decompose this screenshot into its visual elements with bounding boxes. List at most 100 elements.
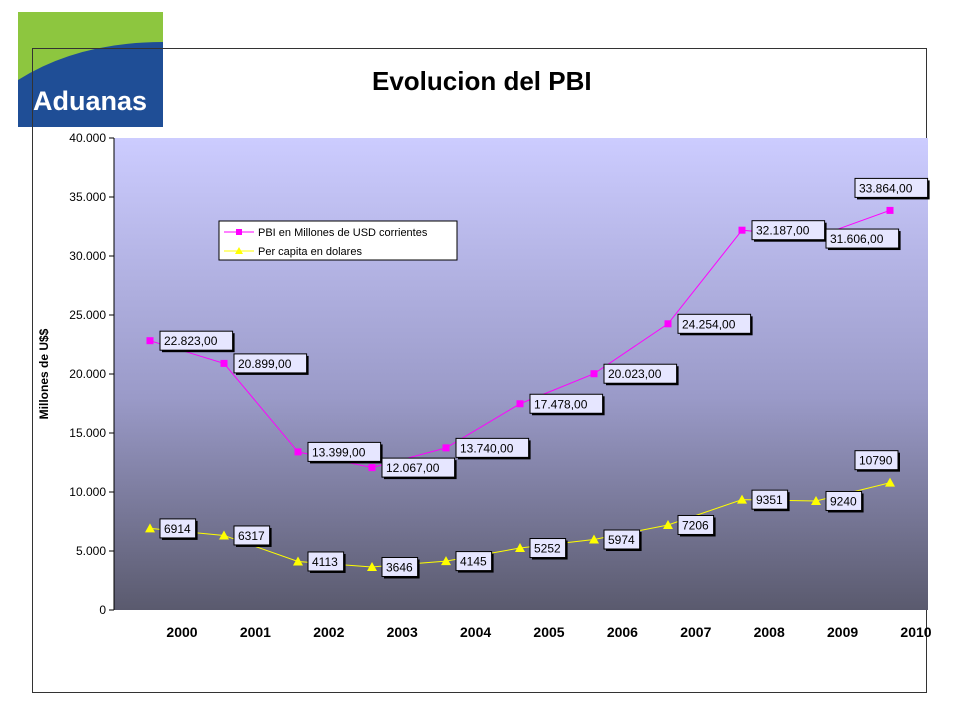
data-label-box [381,556,419,577]
data-label-box [825,228,900,249]
pbi-marker [294,448,302,456]
data-label-box [677,313,752,334]
data-label-box [455,551,493,572]
chart-title: Evolucion del PBI [372,66,592,96]
data-label-box [603,363,678,384]
data-label-box [677,514,715,535]
data-label: 22.823,00 [164,334,218,348]
data-label: 6914 [164,522,191,536]
data-label-box [854,450,899,471]
legend: PBI en Millones de USD corrientes Per ca… [218,220,458,261]
data-label: 4145 [460,555,487,569]
logo-green-swoosh [18,12,163,80]
legend-box [218,220,458,261]
data-label-box [159,330,234,351]
y-tick-label: 20.000 [69,367,106,381]
data-label-box [825,490,863,511]
per-capita-marker [515,543,525,553]
y-tick-label: 30.000 [69,249,106,263]
pbi-marker [516,400,524,408]
pbi-marker [368,464,376,472]
y-tick-label: 0 [99,603,106,617]
per-capita-marker [293,556,303,566]
x-tick-label: 2003 [387,624,418,640]
x-tick-label: 2001 [240,624,271,640]
legend-label-per-capita: Per capita en dolares [258,246,362,258]
data-label-box [751,220,826,241]
data-label: 24.254,00 [682,317,736,331]
data-label: 10790 [859,454,893,468]
aduanas-logo: Aduanas [18,12,163,127]
data-label: 9240 [830,494,857,508]
y-tick-label: 5.000 [76,544,106,558]
per-capita-marker [145,523,155,533]
data-label-box [159,518,197,539]
data-label: 4113 [312,555,338,569]
aduanas-logo-graphic: Aduanas [18,12,163,127]
data-label: 5252 [534,542,561,556]
per-capita-marker [663,519,673,529]
data-label: 33.864,00 [859,181,913,195]
data-label-box [233,353,308,374]
y-tick-label: 35.000 [69,190,106,204]
x-tick-label: 2005 [533,624,564,640]
data-label: 32.187,00 [756,224,810,238]
data-label-box [854,177,929,198]
data-label: 6317 [238,529,265,543]
pbi-marker [590,370,598,378]
per-capita-marker [885,477,895,487]
per-capita-marker [737,494,747,504]
x-tick-label: 2009 [827,624,858,640]
y-axis: 0 5.000 10.000 15.000 20.000 25.000 30.000 35.0… [69,131,115,617]
data-label: 3646 [386,560,413,574]
pbi-marker [220,359,228,367]
data-label: 13.740,00 [460,441,514,455]
data-label-box [307,441,382,462]
per-capita-marker [441,556,451,566]
legend-label-pbi: PBI en Millones de USD corrientes [258,227,428,239]
per-capita-marker [367,561,377,571]
data-label: 7206 [682,518,709,532]
y-tick-label: 10.000 [69,485,106,499]
data-labels: 22.823,00 20.899,00 13.399,00 12.067,00 13.7… [159,177,930,579]
data-label: 31.606,00 [830,232,884,246]
data-label-box [751,489,789,510]
pbi-marker [886,206,894,214]
data-label-box [455,437,530,458]
x-tick-label: 2006 [607,624,638,640]
data-label-box [381,457,456,478]
y-tick-label: 15.000 [69,426,106,440]
y-tick-label: 40.000 [69,131,106,145]
per-capita-marker [589,534,599,544]
x-tick-label: 2008 [754,624,785,640]
data-label: 13.399,00 [312,445,366,459]
data-label-box [529,393,604,414]
x-tick-label: 2007 [680,624,711,640]
data-label: 12.067,00 [386,461,440,475]
y-axis-label: Millones de U$$ [37,328,51,419]
legend-marker-pbi [236,229,242,235]
y-tick-label: 25.000 [69,308,106,322]
data-label-box [233,525,271,546]
data-label-box [529,538,567,559]
legend-marker-per-capita [235,247,243,254]
data-label: 20.899,00 [238,357,292,371]
pbi-marker [146,337,154,345]
data-label: 5974 [608,533,635,547]
data-label-box [307,551,345,572]
x-tick-label: 2002 [313,624,344,640]
data-label: 17.478,00 [534,397,588,411]
data-label: 20.023,00 [608,367,662,381]
x-tick-label: 2004 [460,624,491,640]
x-axis: 2000 2001 2002 2003 2004 2005 2006 2007 2008 2009… [166,624,931,640]
data-label: 9351 [756,493,783,507]
pbi-marker [442,444,450,452]
per-capita-marker [811,495,821,505]
pbi-marker [738,226,746,234]
per-capita-marker [219,530,229,540]
logo-text: Aduanas [33,86,147,116]
data-label-box [603,529,641,550]
x-tick-label: 2010 [900,624,931,640]
pbi-marker [664,320,672,328]
